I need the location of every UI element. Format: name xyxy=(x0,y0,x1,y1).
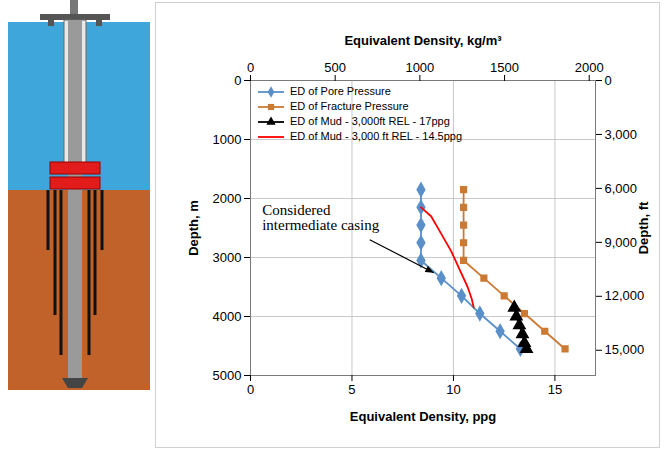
svg-text:Depth, ft: Depth, ft xyxy=(636,201,651,254)
svg-text:0: 0 xyxy=(247,60,254,75)
svg-text:12,000: 12,000 xyxy=(605,288,645,303)
svg-text:3000: 3000 xyxy=(213,250,242,265)
svg-text:Equivalent Density, kg/m³: Equivalent Density, kg/m³ xyxy=(344,33,502,48)
svg-text:5000: 5000 xyxy=(213,368,242,383)
svg-text:Consideredintermediate casing: Consideredintermediate casing xyxy=(262,202,380,233)
svg-text:15: 15 xyxy=(548,382,562,397)
svg-text:0: 0 xyxy=(605,73,612,88)
html-text:ED of Pore Pressure: ED of Pore Pressure xyxy=(290,85,391,97)
html-text:ED of Fracture Pressure: ED of Fracture Pressure xyxy=(290,100,409,112)
svg-text:10: 10 xyxy=(446,382,460,397)
svg-text:1000: 1000 xyxy=(405,60,434,75)
svg-text:0: 0 xyxy=(234,73,241,88)
svg-text:9,000: 9,000 xyxy=(605,235,638,250)
svg-text:0: 0 xyxy=(247,382,254,397)
svg-text:500: 500 xyxy=(324,60,346,75)
svg-text:5: 5 xyxy=(348,382,355,397)
svg-text:6,000: 6,000 xyxy=(605,181,638,196)
svg-text:Equivalent Density, ppg: Equivalent Density, ppg xyxy=(350,409,496,424)
html-text:ED of Mud - 3,000ft REL - 17pp: ED of Mud - 3,000ft REL - 17ppg xyxy=(290,115,450,127)
svg-text:15,000: 15,000 xyxy=(605,342,645,357)
svg-text:2000: 2000 xyxy=(575,60,604,75)
svg-text:2000: 2000 xyxy=(213,191,242,206)
html-text:ED of Mud - 3,000 ft REL - 14.: ED of Mud - 3,000 ft REL - 14.5ppg xyxy=(290,130,462,142)
svg-text:Depth, m: Depth, m xyxy=(186,200,201,256)
svg-text:1500: 1500 xyxy=(490,60,519,75)
svg-text:4000: 4000 xyxy=(213,309,242,324)
svg-text:1000: 1000 xyxy=(213,132,242,147)
svg-text:3,000: 3,000 xyxy=(605,127,638,142)
